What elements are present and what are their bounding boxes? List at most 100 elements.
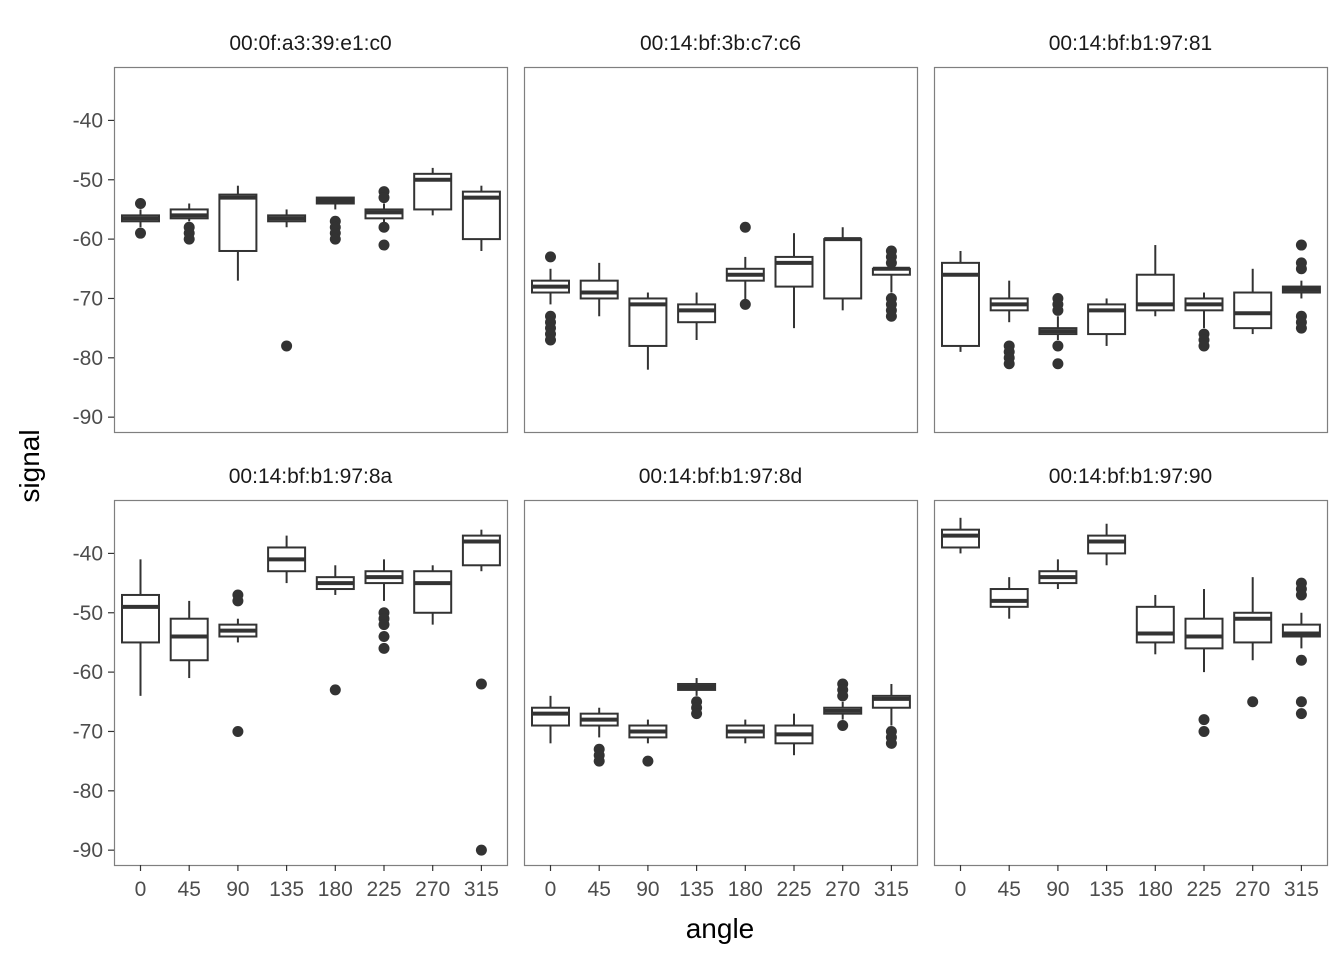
box-225 [364,559,404,654]
box-135 [677,292,717,341]
outlier-point [378,642,390,654]
panel-border [113,66,509,434]
outlier-point [183,233,195,245]
box-225 [1184,292,1224,352]
box-180 [315,565,355,696]
outlier-point [135,227,146,239]
outlier-point [281,340,293,352]
panel-border [523,66,919,434]
box-315 [1281,577,1321,720]
outlier-point [1198,725,1210,737]
outlier-point [1295,239,1307,251]
outlier-point [885,257,897,269]
x-tick-label: 180 [1138,878,1173,901]
box-315 [1281,239,1321,334]
box-45 [579,707,619,767]
panel-border [113,499,509,867]
box-270 [823,678,863,732]
outlier-point [1052,358,1064,370]
box-iqr [871,694,911,709]
x-tick-label: 315 [1284,878,1319,901]
box-45 [169,203,209,245]
panel-border [933,66,1329,434]
x-tick-label: 180 [728,878,763,901]
outlier-point [475,844,487,856]
box-180 [725,719,765,744]
box-135 [267,209,307,352]
outlier-point [1295,708,1307,720]
outlier-point [378,239,390,251]
facet-strip-title: 00:14:bf:b1:97:90 [1049,465,1212,488]
facet-panel: 00:14:bf:b1:97:8d 0 45 90 135 180 225 270 315 [523,465,919,901]
y-axis-title: signal [14,429,45,502]
y-tick-label: -70 [73,287,103,310]
box-iqr [1233,291,1273,330]
x-tick-label: 135 [679,878,714,901]
facet-panels: 00:0f:a3:39:e1:c0-40-50-60-70-80-9000:14… [73,32,1329,901]
facet-panel: 00:14:bf:b1:97:8a -40 -50 -60 -70 -80 -90 0 45 90… [73,465,509,901]
box-225 [1184,589,1224,737]
box-45 [989,577,1029,619]
box-270 [413,565,453,625]
outlier-point [1198,340,1210,352]
y-tick-label: -80 [73,780,103,803]
box-0 [531,695,570,744]
box-180 [1135,245,1175,317]
outlier-point [885,310,897,322]
box-315 [461,185,501,251]
box-0 [121,559,160,696]
box-iqr [218,193,258,252]
box-90 [628,719,668,767]
box-180 [1135,594,1175,655]
x-tick-label: 315 [464,878,499,901]
box-iqr [823,238,863,300]
y-tick-label: -50 [73,602,103,625]
x-tick-label: 225 [1186,878,1221,901]
x-tick-label: 225 [366,878,401,901]
y-tick-label: -90 [73,839,103,862]
outlier-point [1295,263,1307,275]
box-iqr [579,279,619,300]
x-tick-label: 90 [226,878,249,901]
box-45 [169,600,209,679]
box-iqr [121,593,160,644]
box-45 [989,280,1029,370]
box-315 [871,245,911,322]
x-tick-label: 45 [588,878,611,901]
x-tick-label: 225 [776,878,811,901]
box-iqr [677,303,717,324]
box-iqr [989,588,1029,608]
x-axis-title: angle [686,913,755,944]
box-180 [725,221,765,310]
x-tick-label: 270 [415,878,450,901]
outlier-point [739,221,751,233]
box-135 [1087,298,1127,346]
box-270 [1233,268,1273,335]
outlier-point [329,684,341,696]
outlier-point [232,595,244,607]
outlier-point [329,233,341,245]
x-tick-label: 0 [135,878,147,901]
outlier-point [378,619,390,631]
box-0 [941,250,980,352]
outlier-point [1295,589,1307,601]
y-tick-label: -80 [73,347,103,370]
outlier-point [545,334,556,346]
facet-panel: 00:0f:a3:39:e1:c0 -40 -50 -60 -70 -80 -90 [73,32,509,434]
x-tick-label: 270 [1235,878,1270,901]
outlier-point [642,755,654,767]
box-iqr [1087,534,1127,555]
outlier-point [1198,714,1210,726]
outlier-point [837,720,849,732]
y-tick-label: -50 [73,169,103,192]
facet-strip-title: 00:0f:a3:39:e1:c0 [229,32,391,55]
box-225 [364,186,404,251]
box-iqr [1281,623,1321,638]
x-tick-label: 270 [825,878,860,901]
outlier-point [232,725,244,737]
outlier-point [1052,304,1064,316]
outlier-point [378,631,390,643]
box-270 [413,167,453,216]
y-tick-label: -60 [73,661,103,684]
box-90 [218,185,258,281]
